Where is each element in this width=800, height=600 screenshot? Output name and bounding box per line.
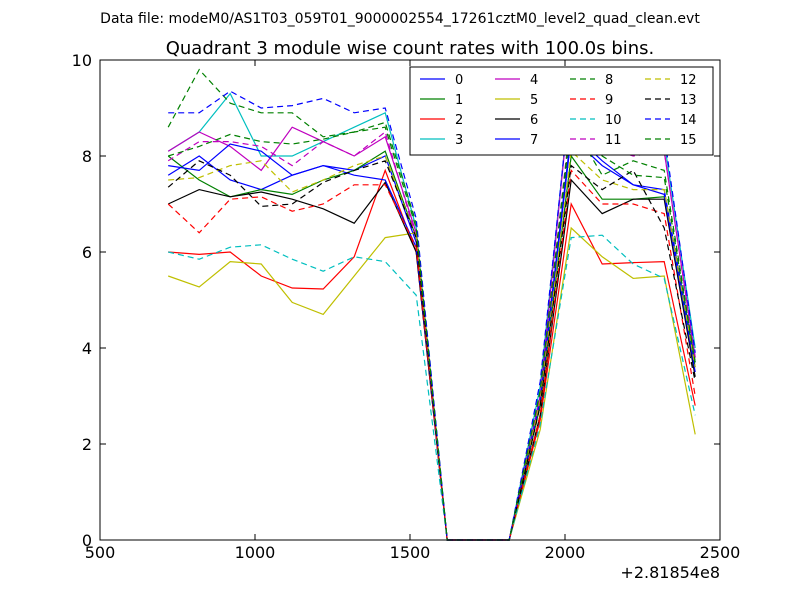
y-tick-label: 2	[82, 435, 92, 454]
y-tick-label: 0	[82, 531, 92, 550]
legend-label-9: 9	[605, 93, 613, 108]
series-line-11	[167, 111, 696, 541]
legend-label-7: 7	[530, 133, 538, 148]
legend-label-13: 13	[680, 93, 697, 108]
legend-box	[409, 66, 714, 156]
legend-label-12: 12	[680, 73, 697, 88]
series-line-9	[167, 169, 696, 541]
chart-title: Quadrant 3 module wise count rates with …	[166, 38, 655, 59]
legend-label-15: 15	[680, 133, 697, 148]
legend-label-4: 4	[530, 73, 538, 88]
legend-label-0: 0	[455, 73, 463, 88]
y-tick-label: 6	[82, 243, 92, 262]
x-tick-label: 1000	[235, 543, 276, 562]
x-offset-label: +2.81854e8	[620, 563, 720, 582]
legend-label-3: 3	[455, 133, 463, 148]
x-tick-label: 500	[85, 543, 116, 562]
y-tick-label: 8	[82, 147, 92, 166]
data-file-label: Data file: modeM0/AS1T03_059T01_90000025…	[100, 11, 700, 27]
series-line-1	[167, 150, 696, 541]
legend-label-14: 14	[680, 113, 697, 128]
x-tick-label: 2500	[700, 543, 741, 562]
y-tick-label: 4	[82, 339, 92, 358]
y-tick-label: 10	[72, 51, 92, 70]
series-line-13	[167, 160, 696, 541]
legend-label-2: 2	[455, 113, 463, 128]
legend-label-8: 8	[605, 73, 613, 88]
series-line-10	[168, 234, 696, 541]
series-line-6	[167, 178, 696, 541]
legend-label-11: 11	[605, 133, 622, 148]
x-tick-label: 2000	[545, 543, 586, 562]
legend-label-5: 5	[530, 93, 538, 108]
legend-label-6: 6	[530, 113, 538, 128]
series-line-15	[168, 116, 696, 541]
legend-label-10: 10	[605, 113, 622, 128]
legend-label-1: 1	[455, 93, 463, 108]
series-line-2	[168, 168, 696, 541]
x-tick-label: 1500	[390, 543, 431, 562]
series-line-12	[168, 149, 696, 541]
